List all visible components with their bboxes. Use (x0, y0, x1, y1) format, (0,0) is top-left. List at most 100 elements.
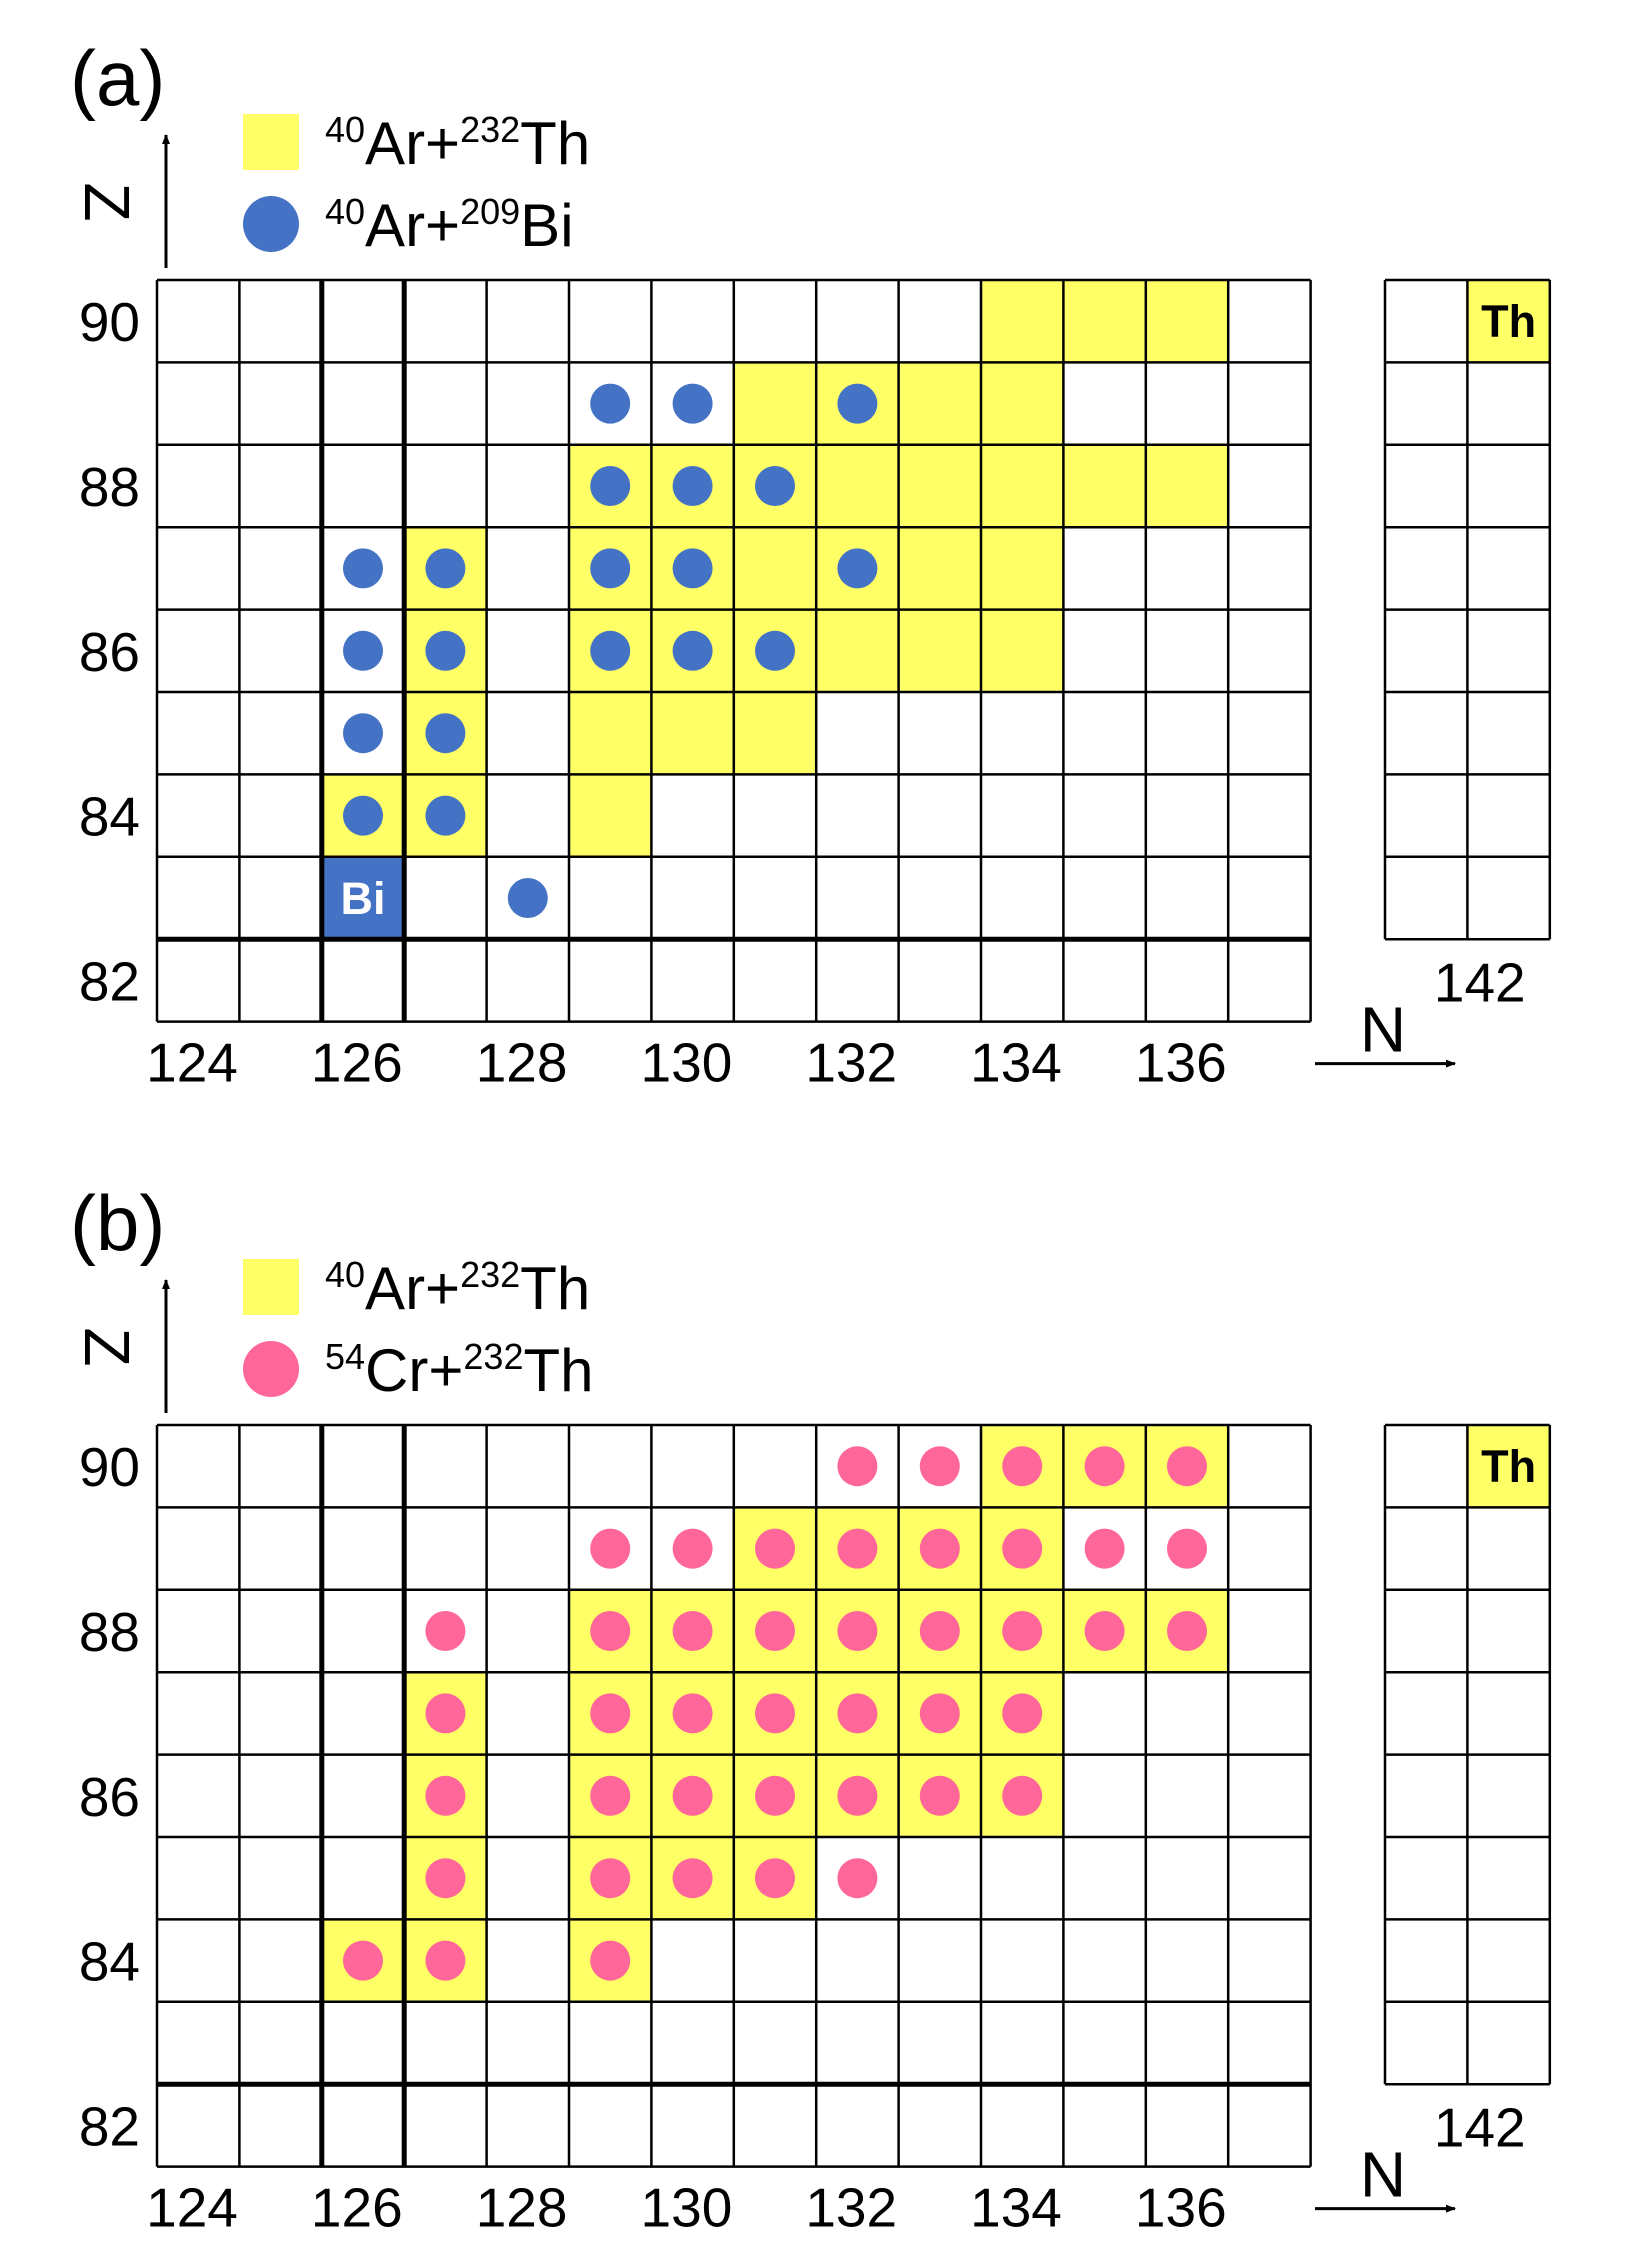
dot-54cr-232th (425, 1693, 466, 1734)
dot-54cr-232th (590, 1611, 631, 1651)
dot-54cr-232th (755, 1528, 795, 1569)
dot-54cr-232th (1002, 1775, 1043, 1816)
legend-sup-text: 232 (463, 1336, 523, 1377)
cell-40ar-232th (1145, 280, 1229, 363)
y-tick-label: 90 (79, 291, 140, 353)
dot-40ar-209bi (425, 795, 466, 836)
dot-54cr-232th (1002, 1611, 1043, 1651)
x-tick-label: 134 (970, 2177, 1062, 2239)
cell-40ar-232th (569, 692, 652, 775)
dot-40ar-209bi (425, 713, 466, 754)
dot-54cr-232th (1084, 1611, 1125, 1651)
legend-entry-label: 40Ar+232Th (325, 1254, 590, 1322)
dot-54cr-232th (672, 1775, 713, 1816)
reference-box-th (1467, 1425, 1550, 1508)
dot-54cr-232th (672, 1693, 713, 1734)
dot-40ar-209bi (672, 630, 713, 671)
x-tick-label: 126 (311, 2177, 403, 2239)
x-tick-label: 130 (641, 1032, 733, 1094)
dot-54cr-232th (837, 1693, 878, 1734)
cell-40ar-232th (898, 609, 981, 692)
dot-54cr-232th (919, 1446, 960, 1487)
dot-54cr-232th (672, 1528, 713, 1569)
x-tick-label: 128 (476, 1032, 568, 1094)
dot-54cr-232th (1167, 1528, 1207, 1569)
dot-54cr-232th (837, 1858, 878, 1899)
legend-post-text: Bi (520, 192, 573, 259)
reference-label-th: Th (1481, 1441, 1536, 1492)
dot-54cr-232th (672, 1611, 713, 1651)
dot-40ar-209bi (590, 383, 631, 424)
dot-54cr-232th (1167, 1446, 1207, 1487)
dot-40ar-209bi (343, 795, 383, 836)
dot-40ar-209bi (755, 630, 795, 671)
legend-post-text: Th (520, 110, 590, 177)
legend-sup-text: 232 (460, 109, 520, 150)
dot-54cr-232th (590, 1693, 631, 1734)
dot-54cr-232th (1002, 1528, 1043, 1569)
dot-54cr-232th (919, 1611, 960, 1651)
dot-40ar-209bi (755, 466, 795, 506)
y-tick-label: 86 (79, 1766, 140, 1828)
dot-40ar-209bi (425, 548, 466, 589)
dot-40ar-209bi (425, 630, 466, 671)
legend-pre-text: 40 (325, 109, 365, 150)
legend-marker-square (243, 114, 299, 170)
reference-box-bi (321, 856, 405, 940)
legend-mid-text: Ar+ (365, 1255, 460, 1322)
dot-54cr-232th (837, 1775, 878, 1816)
legend-pre-text: 40 (325, 191, 365, 232)
reference-label-bi: Bi (341, 873, 386, 924)
x-tick-label: 124 (146, 1032, 238, 1094)
n-axis-label: N (1360, 2139, 1406, 2211)
dot-54cr-232th (755, 1775, 795, 1816)
x-tick-label: 134 (970, 1032, 1062, 1094)
cell-40ar-232th (898, 444, 981, 528)
legend-marker-circle (243, 1341, 299, 1397)
dot-54cr-232th (919, 1528, 960, 1569)
reference-label-th: Th (1481, 296, 1536, 347)
cell-40ar-232th (733, 527, 817, 610)
cell-40ar-232th (733, 362, 817, 445)
legend-sup-text: 232 (460, 1254, 520, 1295)
dot-54cr-232th (590, 1775, 631, 1816)
dot-54cr-232th (1002, 1693, 1043, 1734)
dot-54cr-232th (837, 1446, 878, 1487)
z-axis-label: Z (71, 1327, 143, 1366)
legend-pre-text: 54 (325, 1336, 365, 1377)
dot-40ar-209bi (672, 466, 713, 506)
dot-54cr-232th (425, 1775, 466, 1816)
cell-40ar-232th (981, 609, 1064, 692)
y-tick-label: 88 (79, 456, 140, 518)
legend-mid-text: Cr+ (365, 1337, 463, 1404)
dot-40ar-209bi (343, 548, 383, 589)
y-tick-label: 82 (79, 2095, 140, 2157)
dot-54cr-232th (755, 1611, 795, 1651)
legend-entry-label: 40Ar+209Bi (325, 191, 574, 259)
panel-label: (a) (70, 34, 165, 122)
x-tick-label: 126 (311, 1032, 403, 1094)
legend-post-text: Th (520, 1255, 590, 1322)
cell-40ar-232th (981, 444, 1064, 528)
cell-40ar-232th (816, 609, 899, 692)
x-tick-label: 130 (641, 2177, 733, 2239)
dot-54cr-232th (1084, 1528, 1125, 1569)
dot-40ar-209bi (590, 630, 631, 671)
x-tick-label-142: 142 (1434, 952, 1526, 1014)
dot-54cr-232th (425, 1940, 466, 1981)
dot-40ar-209bi (343, 630, 383, 671)
y-tick-label: 82 (79, 950, 140, 1012)
legend-mid-text: Ar+ (365, 110, 460, 177)
dot-54cr-232th (590, 1528, 631, 1569)
cell-40ar-232th (569, 774, 652, 857)
dot-54cr-232th (837, 1528, 878, 1569)
x-tick-label: 132 (805, 1032, 897, 1094)
y-tick-label: 86 (79, 621, 140, 683)
legend-sup-text: 209 (460, 191, 520, 232)
dot-54cr-232th (590, 1940, 631, 1981)
dot-40ar-209bi (590, 466, 631, 506)
dot-40ar-209bi (672, 383, 713, 424)
y-tick-label: 88 (79, 1601, 140, 1663)
cell-40ar-232th (1063, 280, 1146, 363)
